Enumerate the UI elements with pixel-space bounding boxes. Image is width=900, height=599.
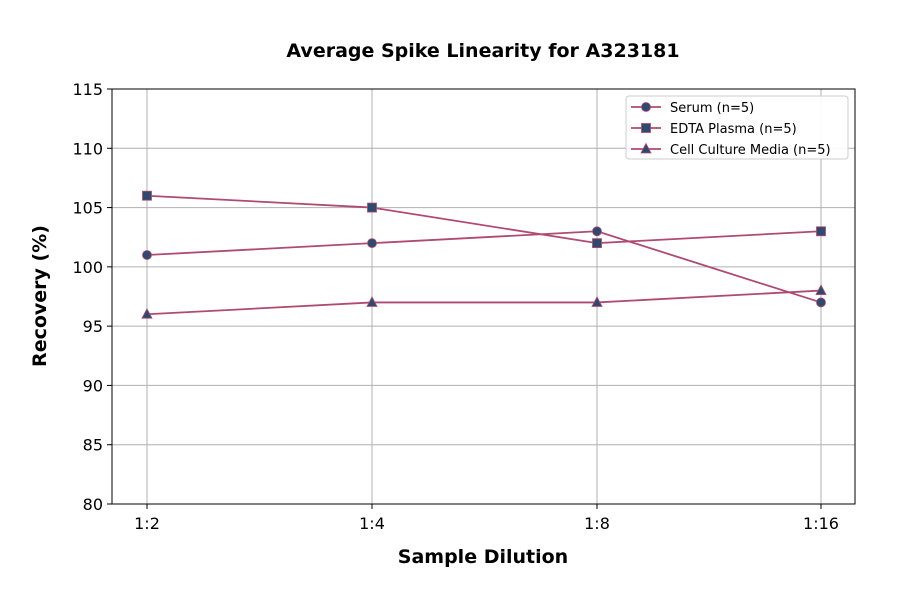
series-line [146,289,822,316]
series-line [146,230,822,304]
y-tick-label: 110 [72,139,103,158]
chart-title: Average Spike Linearity for A323181 [286,40,679,62]
data-point-square [367,202,377,213]
x-tick-label: 1:2 [134,514,160,533]
legend-label: Serum (n=5) [670,101,754,116]
data-point-square [592,238,602,249]
data-point-circle [142,250,152,260]
y-tick-label: 100 [72,258,103,277]
data-point-triangle [366,296,378,307]
y-tick-label: 95 [83,317,103,336]
series-square [142,190,826,249]
data-point-square [641,123,651,133]
y-tick-label: 80 [83,495,103,514]
data-point-circle [816,297,826,308]
series-circle [142,226,826,308]
data-point-circle [367,238,377,249]
data-point-triangle [815,284,827,295]
y-tick-label: 90 [83,376,103,395]
legend-label: Cell Culture Media (n=5) [670,143,831,158]
series-group [141,190,827,319]
data-point-triangle [591,296,603,307]
legend: Serum (n=5) EDTA Plasma (n=5) Cell Culture… [625,95,849,160]
data-point-circle [592,226,602,237]
series-triangle [141,284,827,319]
plot-frame [111,88,856,505]
legend-label: EDTA Plasma (n=5) [670,122,797,137]
data-point-square [142,190,152,201]
x-axis: 1:2 1:4 1:8 1:16 [134,504,839,533]
data-point-square [816,226,826,237]
data-point-triangle [640,142,652,154]
x-axis-label: Sample Dilution [398,546,568,568]
series-line [146,194,822,245]
y-axis-label: Recovery (%) [29,225,51,367]
y-tick-label: 105 [72,199,103,218]
data-point-triangle [141,307,153,319]
data-point-circle [641,102,651,112]
legend-box [625,95,849,160]
x-tick-label: 1:8 [584,514,610,533]
x-tick-label: 1:16 [803,514,839,533]
y-axis: 80 85 90 95 100 105 110 115 [72,80,112,514]
x-tick-label: 1:4 [359,514,385,533]
y-tick-label: 85 [83,436,103,455]
y-tick-label: 115 [72,80,103,99]
